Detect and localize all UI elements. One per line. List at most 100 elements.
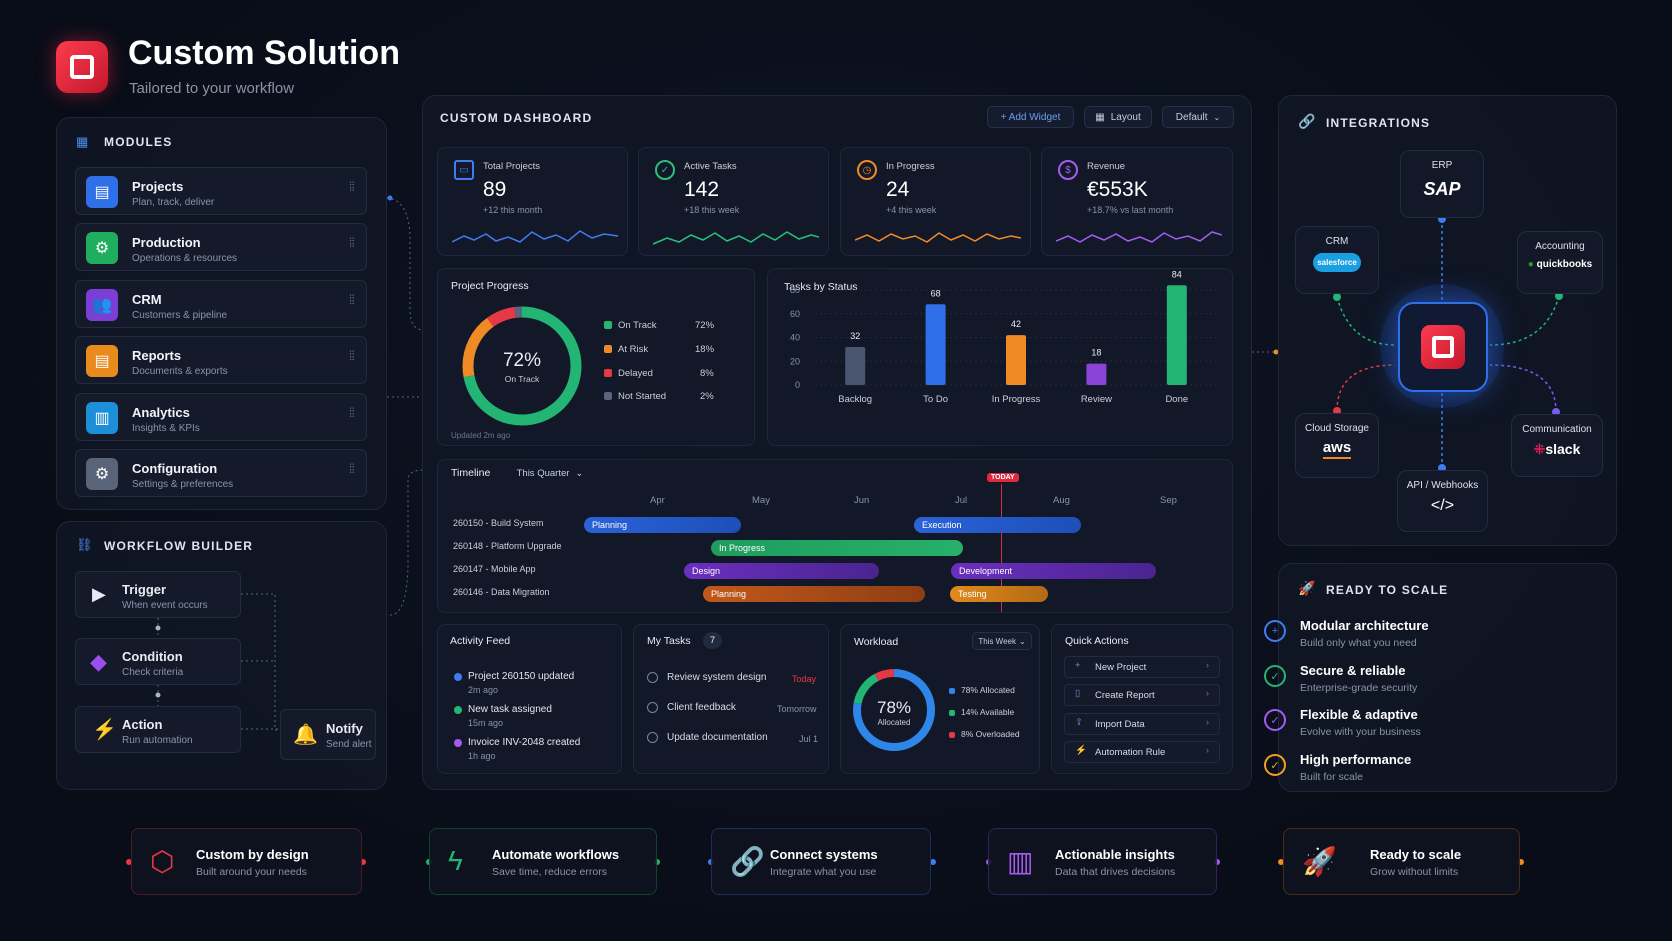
module-analytics[interactable]: ▥ Analytics Insights & KPIs ⁞⁞ [75, 393, 367, 441]
project-progress-card [437, 268, 755, 446]
activity-title: Activity Feed [450, 635, 511, 647]
drag-handle-icon[interactable]: ⁞⁞ [348, 179, 355, 194]
module-production[interactable]: ⚙ Production Operations & resources ⁞⁞ [75, 223, 367, 271]
activity-time: 15m ago [468, 718, 504, 728]
kpi-sparkline [1056, 231, 1222, 243]
gantt-bar-design[interactable]: Design [684, 563, 879, 579]
check-circle-icon: ✓ [1264, 709, 1286, 731]
kpi-sub: +12 this month [483, 205, 543, 215]
integration-communication[interactable]: Communication ⁜slack [1511, 414, 1603, 477]
module-label: Reports [132, 348, 182, 363]
drag-handle-icon[interactable]: ⁞⁞ [348, 405, 355, 420]
quick-action-import-data[interactable]: ⇪ Import Data › [1064, 713, 1220, 735]
module-label: Analytics [132, 405, 190, 420]
layout-button[interactable]: ▦ Layout [1084, 106, 1152, 128]
checkbox[interactable] [647, 732, 658, 743]
task-item[interactable]: Review system design Today [647, 672, 816, 684]
chevron-right-icon: › [1205, 745, 1209, 756]
feature-label: Ready to scale [1370, 847, 1462, 862]
workload-legend-overloaded: 8% Overloaded [949, 729, 1020, 739]
integration-crm[interactable]: CRM salesforce [1295, 226, 1379, 294]
bar [925, 304, 946, 385]
gantt-bar-testing[interactable]: Testing [950, 586, 1048, 602]
modules-title: MODULES [104, 135, 173, 149]
gantt-bar-planning[interactable]: Planning [584, 517, 741, 533]
integration-hub[interactable] [1398, 302, 1488, 392]
activity-text: Project 260150 updated [468, 671, 575, 682]
quick-action-new-project[interactable]: + New Project › [1064, 656, 1220, 678]
timeline-range-dropdown[interactable]: This Quarter ⌄ [508, 462, 592, 484]
task-item[interactable]: Client feedback Tomorrow [647, 702, 817, 714]
drag-handle-icon[interactable]: ⁞⁞ [348, 348, 355, 363]
module-desc: Insights & KPIs [132, 423, 200, 434]
drag-handle-icon[interactable]: ⁞⁞ [348, 461, 355, 476]
workflow-trigger[interactable]: ▶ Trigger When event occurs [75, 571, 241, 618]
legend-value: 72% [695, 320, 715, 331]
month-sep: Sep [1160, 495, 1177, 506]
default-dropdown[interactable]: Default ⌄ [1162, 106, 1234, 128]
quick-action-automation-rule[interactable]: ⚡ Automation Rule › [1064, 741, 1220, 763]
gantt-bar-execution[interactable]: Execution [914, 517, 1081, 533]
module-crm[interactable]: 👥 CRM Customers & pipeline ⁞⁞ [75, 280, 367, 328]
drag-handle-icon[interactable]: ⁞⁞ [348, 292, 355, 307]
module-desc: Customers & pipeline [132, 310, 228, 321]
activity-item[interactable]: New task assigned 15m ago [454, 704, 552, 728]
progress-center-label: On Track [504, 374, 540, 384]
bar-value-label: 68 [931, 288, 941, 298]
workload-donut [853, 669, 935, 751]
feature-desc: Built around your needs [196, 866, 307, 878]
bar-value-label: 84 [1172, 269, 1182, 279]
gantt-bar-in-progress[interactable]: In Progress [711, 540, 963, 556]
checkbox[interactable] [647, 702, 658, 713]
workflow-action[interactable]: ⚡ Action Run automation [75, 706, 241, 753]
kpi-sparkline [855, 232, 1021, 243]
module-desc: Settings & preferences [132, 479, 234, 490]
kpi-sub: +18 this week [684, 205, 740, 215]
scale-label: Secure & reliable [1300, 663, 1406, 678]
bar [1166, 285, 1187, 385]
workload-range-dropdown[interactable]: This Week ⌄ [972, 632, 1032, 650]
integration-cloud-storage[interactable]: Cloud Storage aws [1295, 413, 1379, 478]
month-aug: Aug [1053, 495, 1070, 506]
quick-action-create-report[interactable]: ▯ Create Report › [1064, 684, 1220, 706]
quickbooks-logo-icon: ● quickbooks [1527, 259, 1593, 270]
workflow-notify[interactable]: 🔔 Notify Send alert [280, 709, 376, 760]
y-tick-label: 40 [790, 333, 800, 343]
feature-desc: Grow without limits [1370, 866, 1459, 878]
scale-item-flexible: ✓ Flexible & adaptive Evolve with your bus… [1264, 707, 1421, 738]
checkbox[interactable] [647, 672, 658, 683]
module-reports[interactable]: ▤ Reports Documents & exports ⁞⁞ [75, 336, 367, 384]
activity-item[interactable]: Project 260150 updated 2m ago [454, 671, 575, 695]
activity-time: 2m ago [468, 685, 499, 695]
feature-actionable-insights: ▥ Actionable insights Data that drives dec… [988, 828, 1217, 895]
kpi-value: 24 [886, 178, 910, 201]
legend-on-track: On Track [604, 320, 657, 331]
scale-label: High performance [1300, 752, 1412, 767]
integration-erp[interactable]: ERP SAP [1400, 150, 1484, 218]
module-configuration[interactable]: ⚙ Configuration Settings & preferences ⁞⁞ [75, 449, 367, 497]
add-widget-button[interactable]: + Add Widget [987, 106, 1074, 128]
kpi-in-progress[interactable]: ◷ In Progress 24 +4 this week [840, 147, 1031, 256]
bar [1086, 363, 1107, 385]
activity-text: Invoice INV-2048 created [468, 737, 581, 748]
drag-handle-icon[interactable]: ⁞⁞ [348, 235, 355, 250]
task-text: Update documentation [667, 732, 768, 744]
upload-icon: ⇪ [1075, 717, 1083, 728]
task-item[interactable]: Update documentation Jul 1 [647, 732, 818, 744]
kpi-revenue[interactable]: $ Revenue €553K +18.7% vs last month [1041, 147, 1233, 256]
today-badge: TODAY [987, 473, 1019, 482]
integration-label: Accounting [1535, 241, 1585, 252]
workflow-condition[interactable]: ◆ Condition Check criteria [75, 638, 241, 685]
integration-api-webhooks[interactable]: API / Webhooks </> [1397, 470, 1488, 532]
kpi-active-tasks[interactable]: ✓ Active Tasks 142 +18 this week [638, 147, 829, 256]
my-tasks-card [633, 624, 829, 774]
module-projects[interactable]: ▤ Projects Plan, track, deliver ⁞⁞ [75, 167, 367, 215]
integration-accounting[interactable]: Accounting ● quickbooks [1517, 231, 1603, 294]
gantt-bar-development[interactable]: Development [951, 563, 1156, 579]
activity-item[interactable]: Invoice INV-2048 created 1h ago [454, 737, 581, 761]
lightning-icon: ⚡ [1075, 745, 1087, 756]
kpi-total-projects[interactable]: ▭ Total Projects 89 +12 this month [437, 147, 628, 256]
gantt-bar-planning-2[interactable]: Planning [703, 586, 925, 602]
workload-title: Workload [854, 636, 899, 648]
check-circle-icon: ✓ [1264, 665, 1286, 687]
